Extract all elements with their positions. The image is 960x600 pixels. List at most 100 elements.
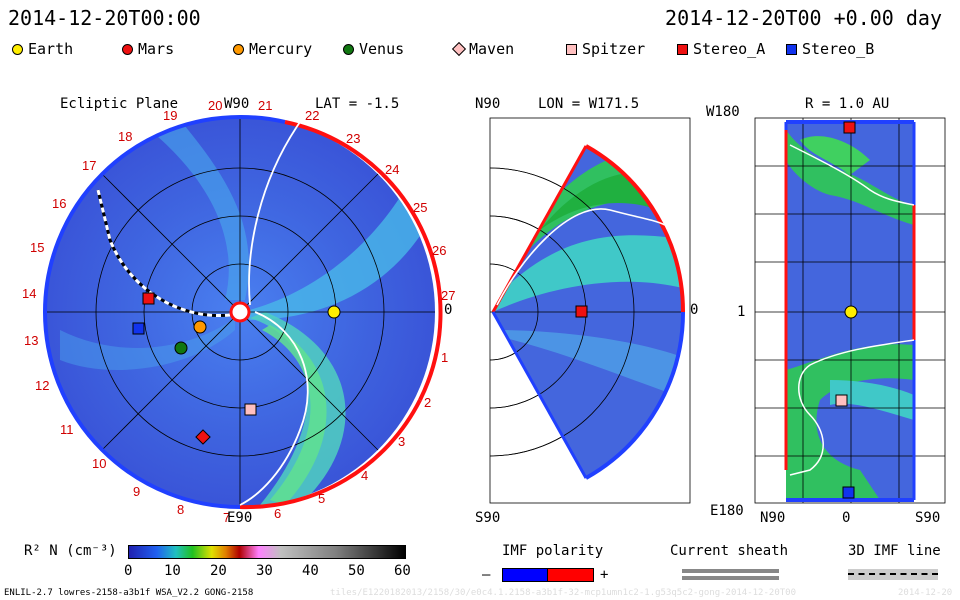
sector-numbers: 20 21 22 23 24 25 26 27 1 2 3 4 5 6 7 8 …	[22, 98, 455, 525]
sector-9: 9	[133, 484, 140, 499]
meridional-title: LON = W171.5	[538, 96, 640, 112]
cylinder-x-n90: N90	[760, 510, 786, 526]
legend-mercury: Mercury	[233, 40, 312, 58]
venus-marker-icon	[343, 43, 354, 55]
ecliptic-right-label: 0	[444, 302, 453, 318]
sector-3: 3	[398, 434, 405, 449]
cylinder-bottom-label: E180	[710, 503, 744, 519]
offset-title: 2014-12-20T00 +0.00 day	[665, 6, 942, 30]
sector-23: 23	[346, 131, 360, 146]
legend-label: Mercury	[249, 40, 313, 58]
legend-venus: Venus	[343, 40, 404, 58]
sector-15: 15	[30, 240, 44, 255]
legend-maven: Maven	[451, 40, 515, 58]
earth-marker-icon	[12, 43, 23, 55]
stereo-a-marker	[843, 121, 856, 134]
sector-4: 4	[361, 468, 368, 483]
sector-8: 8	[177, 502, 184, 517]
legend-label: Venus	[359, 40, 405, 58]
imf-minus: –	[482, 567, 491, 583]
legend-label: Maven	[469, 40, 515, 58]
maven-marker	[195, 429, 211, 445]
legend-earth: Earth	[12, 40, 73, 58]
imf-positive-swatch	[547, 568, 594, 582]
cylinder-mid-label: 1	[737, 304, 746, 320]
earth-marker	[844, 305, 858, 319]
imf-plus: +	[600, 567, 609, 583]
current-sheath-swatch	[682, 576, 779, 580]
stereo-b-marker	[132, 322, 145, 335]
current-sheath-swatch	[682, 569, 779, 573]
sheath-line	[496, 208, 666, 306]
imf-line	[96, 189, 231, 318]
mars-marker-icon	[122, 43, 133, 55]
datetime-title: 2014-12-20T00:00	[8, 6, 201, 30]
legend-mars: Mars	[122, 40, 174, 58]
meridional-bottom-label: S90	[475, 510, 501, 526]
sector-14: 14	[22, 286, 36, 301]
sector-7: 7	[223, 510, 230, 525]
cylinder-title: R = 1.0 AU	[805, 96, 890, 112]
colorbar	[128, 545, 406, 559]
legend-label: Mars	[138, 40, 175, 58]
meridional-right-label: 0	[690, 302, 699, 318]
legend-label: Stereo_B	[802, 40, 875, 58]
stereo-b-marker	[842, 486, 855, 499]
sector-6: 6	[274, 506, 281, 521]
mercury-marker-icon	[233, 43, 244, 55]
meridional-top-label: N90	[475, 96, 501, 112]
legend-stereo-a: Stereo_A	[677, 40, 765, 58]
colorbar-tick: 10	[164, 563, 181, 579]
ecliptic-title: Ecliptic Plane	[60, 96, 179, 112]
sector-1: 1	[441, 350, 448, 365]
colorbar-tick: 50	[348, 563, 365, 579]
colorbar-tick: 0	[124, 563, 133, 579]
colorbar-tick: 20	[210, 563, 227, 579]
sheath-line	[789, 144, 915, 206]
sector-25: 25	[413, 200, 427, 215]
imf-line-title: 3D IMF line	[848, 543, 941, 559]
sheath-line	[789, 339, 915, 476]
stereo-a-marker	[142, 292, 155, 305]
sector-19: 19	[163, 108, 177, 123]
sector-10: 10	[92, 456, 106, 471]
colorbar-label: R² N (cm⁻³)	[24, 543, 117, 559]
ecliptic-lat-label: LAT = -1.5	[315, 96, 400, 112]
earth-marker	[327, 305, 341, 319]
sector-12: 12	[35, 378, 49, 393]
sector-2: 2	[424, 395, 431, 410]
cylinder-x-s90: S90	[915, 510, 941, 526]
sector-5: 5	[318, 491, 325, 506]
legend-label: Stereo_A	[693, 40, 766, 58]
legend-stereo-b: Stereo_B	[786, 40, 874, 58]
ecliptic-top-label: W90	[224, 96, 250, 112]
spitzer-marker-icon	[566, 43, 577, 55]
legend-spitzer: Spitzer	[566, 40, 645, 58]
footer-run: tiles/E1220182013/2158/30/e0c4.1.2158-a3…	[330, 588, 796, 598]
sector-21: 21	[258, 98, 272, 113]
spitzer-marker	[835, 394, 848, 407]
legend-label: Spitzer	[582, 40, 646, 58]
colorbar-tick: 40	[302, 563, 319, 579]
stereo-b-marker-icon	[786, 43, 797, 55]
stereo-a-marker	[575, 305, 588, 318]
cylinder-top-label: W180	[706, 104, 740, 120]
sector-24: 24	[385, 162, 399, 177]
colorbar-tick: 30	[256, 563, 273, 579]
cylinder-x-0: 0	[842, 510, 851, 526]
sector-13: 13	[24, 333, 38, 348]
footer-model: ENLIL-2.7 lowres-2158-a3b1f WSA_V2.2 GON…	[4, 588, 254, 598]
sector-16: 16	[52, 196, 66, 211]
colorbar-tick: 60	[394, 563, 411, 579]
ecliptic-bottom-label: E90	[227, 510, 253, 526]
spitzer-marker	[244, 403, 257, 416]
imf-negative-swatch	[502, 568, 549, 582]
sector-20: 20	[208, 98, 222, 113]
stereo-a-marker-icon	[677, 43, 688, 55]
sector-26: 26	[432, 243, 446, 258]
mercury-marker	[193, 320, 207, 334]
sheath-line	[239, 311, 309, 506]
